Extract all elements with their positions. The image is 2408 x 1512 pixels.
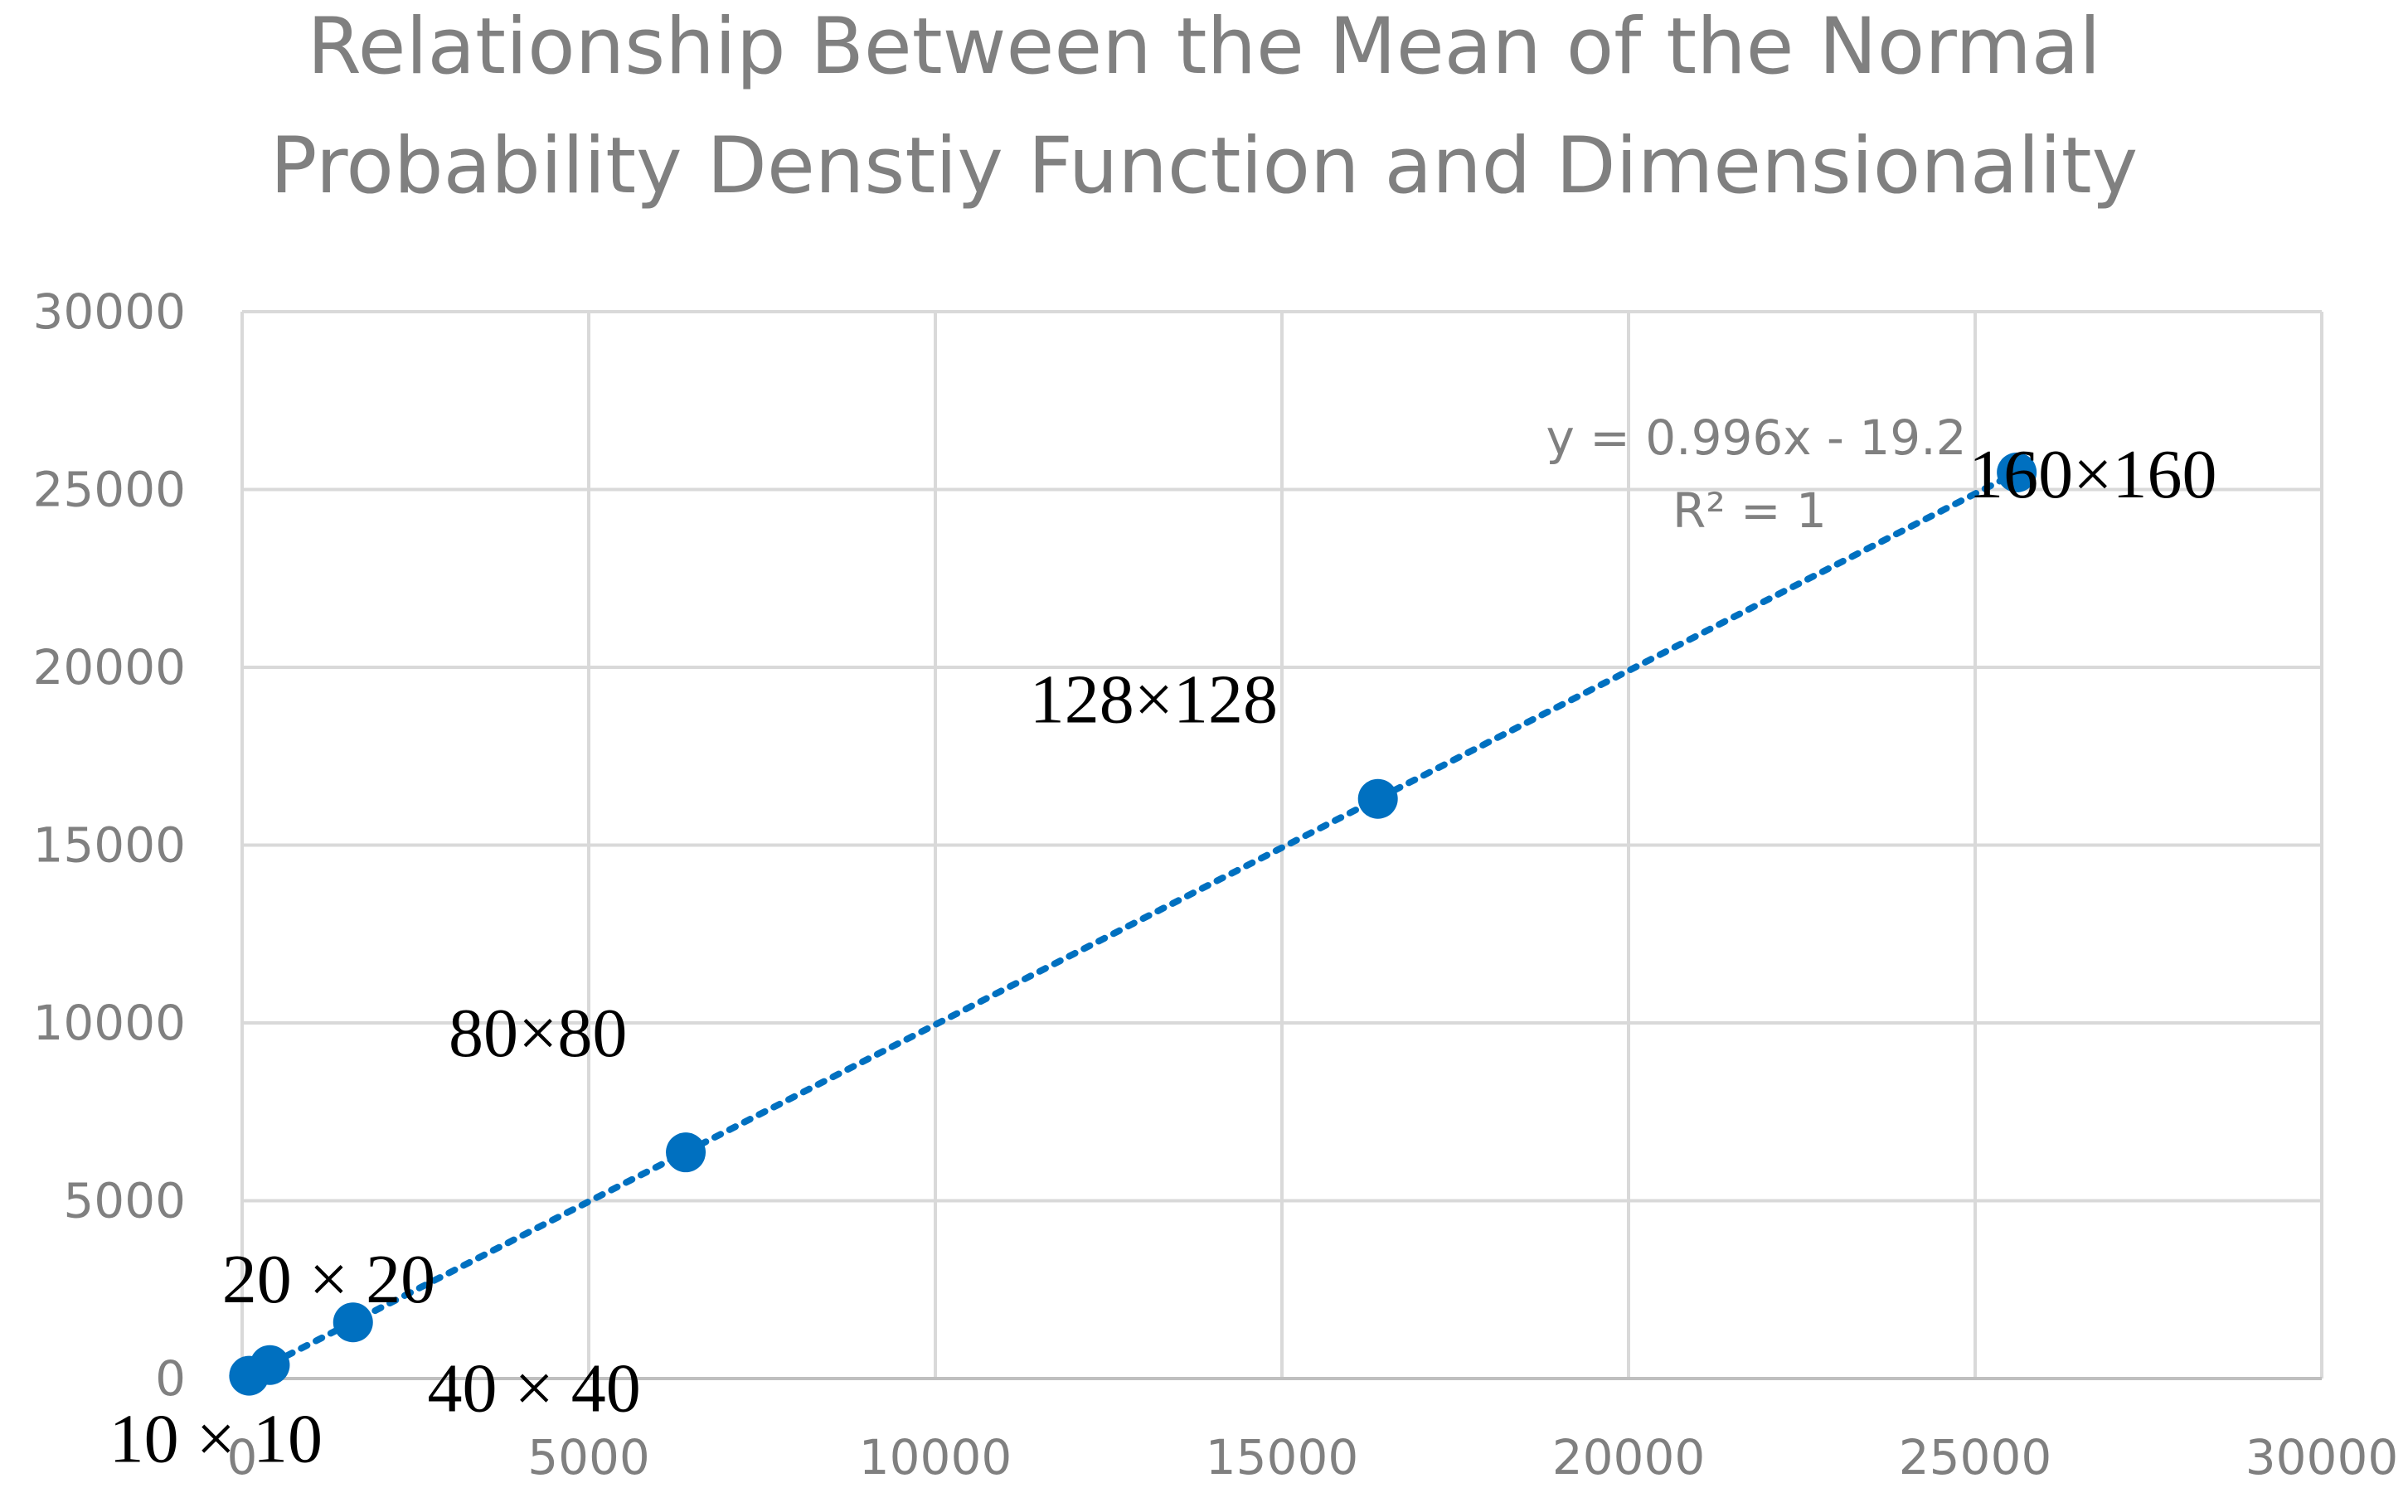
y-tick-label-25000: 25000 [32,462,186,518]
y-tick-label-15000: 15000 [32,817,186,874]
x-tick-label-20000: 20000 [1552,1429,1706,1485]
chart-title-line-1: Relationship Between the Mean of the Nor… [307,2,2101,92]
x-tick-label-5000: 5000 [527,1429,650,1485]
chart-title-line-2: Probability Denstiy Function and Dimensi… [269,121,2139,211]
trendline [239,468,2021,1382]
axes [240,312,2322,1380]
data-points [229,452,2037,1396]
y-tick-label-5000: 5000 [63,1173,186,1229]
y-tick-label-0: 0 [155,1350,186,1407]
trendline-r-squared-text: R² = 1 [1672,482,1827,539]
point-label-1: 40 × 40 [427,1350,640,1427]
x-tick-label-15000: 15000 [1206,1429,1359,1485]
point-labels: 10 × 10 40 × 40 20 × 20 80×80 128×128 160×160 [109,436,2217,1478]
y-tick-label-30000: 30000 [32,284,186,340]
data-point-5 [1997,452,2037,492]
tick-labels: 0 5000 10000 15000 20000 25000 30000 0 5000 10000… [32,284,2398,1485]
x-tick-label-30000: 30000 [2245,1429,2399,1485]
x-tick-label-10000: 10000 [859,1429,1012,1485]
point-label-3: 80×80 [449,995,627,1072]
data-point-2 [333,1302,373,1343]
trendline-equation: y = 0.996x - 19.2 R² = 1 [1546,410,1966,539]
x-tick-label-25000: 25000 [1899,1429,2052,1485]
trendline-line [239,468,2021,1382]
point-label-4: 128×128 [1030,662,1278,739]
y-tick-label-20000: 20000 [32,639,186,695]
y-tick-label-10000: 10000 [32,995,186,1051]
point-label-5: 160×160 [1969,436,2216,513]
point-label-0: 10 × 10 [109,1401,323,1478]
data-point-3 [666,1132,706,1173]
data-point-1 [250,1345,290,1385]
trendline-equation-text: y = 0.996x - 19.2 [1546,410,1966,466]
point-label-2: 20 × 20 [222,1241,435,1318]
data-point-4 [1357,778,1398,819]
x-tick-label-0: 0 [227,1429,258,1485]
